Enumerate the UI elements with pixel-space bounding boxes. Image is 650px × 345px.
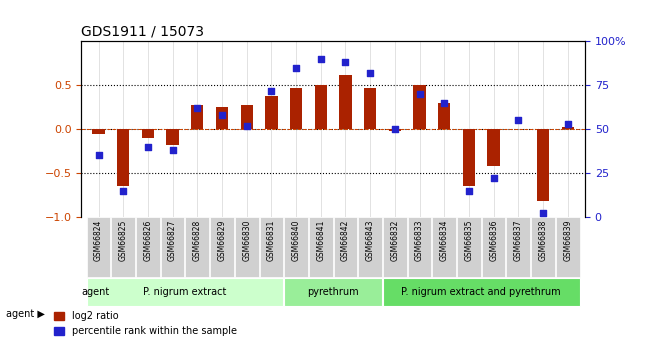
- FancyBboxPatch shape: [86, 278, 283, 306]
- FancyBboxPatch shape: [136, 217, 160, 277]
- Text: GSM66826: GSM66826: [144, 220, 152, 261]
- Point: [316, 56, 326, 62]
- Point: [217, 112, 228, 118]
- Text: GSM66837: GSM66837: [514, 220, 523, 261]
- Bar: [413, 85, 426, 129]
- Text: GSM66834: GSM66834: [440, 220, 448, 261]
- Text: GSM66833: GSM66833: [415, 220, 424, 261]
- Point: [389, 126, 400, 132]
- Bar: [463, 129, 475, 186]
- Text: P. nigrum extract: P. nigrum extract: [143, 287, 227, 297]
- Bar: [537, 129, 549, 201]
- Bar: [240, 105, 253, 129]
- FancyBboxPatch shape: [482, 217, 506, 277]
- Point: [463, 188, 474, 193]
- Bar: [191, 105, 203, 129]
- Point: [192, 105, 203, 111]
- FancyBboxPatch shape: [383, 278, 580, 306]
- FancyBboxPatch shape: [383, 217, 407, 277]
- Text: GSM66829: GSM66829: [218, 220, 226, 261]
- Text: agent ▶: agent ▶: [6, 309, 46, 319]
- Bar: [142, 129, 154, 138]
- FancyBboxPatch shape: [531, 217, 555, 277]
- Point: [242, 123, 252, 128]
- Text: GSM66836: GSM66836: [489, 220, 498, 261]
- FancyBboxPatch shape: [284, 217, 308, 277]
- Bar: [216, 107, 228, 129]
- Point: [143, 144, 153, 149]
- Text: GSM66832: GSM66832: [391, 220, 399, 261]
- Text: GSM66839: GSM66839: [563, 220, 572, 261]
- Bar: [166, 129, 179, 145]
- FancyBboxPatch shape: [210, 217, 234, 277]
- Bar: [364, 88, 376, 129]
- Point: [266, 88, 277, 93]
- Text: GSM66824: GSM66824: [94, 220, 103, 261]
- FancyBboxPatch shape: [333, 217, 358, 277]
- Point: [439, 100, 449, 106]
- Point: [340, 60, 350, 65]
- FancyBboxPatch shape: [86, 217, 110, 277]
- Text: GSM66838: GSM66838: [538, 220, 547, 261]
- Text: GSM66842: GSM66842: [341, 220, 350, 261]
- Bar: [92, 129, 105, 134]
- Text: GSM66841: GSM66841: [317, 220, 325, 261]
- Point: [488, 176, 499, 181]
- Text: GSM66828: GSM66828: [193, 220, 202, 261]
- Point: [94, 153, 104, 158]
- Text: GSM66835: GSM66835: [465, 220, 473, 261]
- Bar: [117, 129, 129, 186]
- Bar: [315, 85, 327, 129]
- FancyBboxPatch shape: [235, 217, 259, 277]
- FancyBboxPatch shape: [161, 217, 185, 277]
- Point: [118, 188, 129, 193]
- Point: [291, 65, 302, 70]
- Text: GSM66825: GSM66825: [119, 220, 128, 261]
- Point: [414, 91, 424, 97]
- Text: GSM66831: GSM66831: [267, 220, 276, 261]
- FancyBboxPatch shape: [309, 217, 333, 277]
- Point: [562, 121, 573, 127]
- FancyBboxPatch shape: [284, 278, 382, 306]
- Text: agent: agent: [82, 287, 110, 297]
- Bar: [562, 127, 574, 129]
- FancyBboxPatch shape: [457, 217, 481, 277]
- Legend: log2 ratio, percentile rank within the sample: log2 ratio, percentile rank within the s…: [50, 307, 240, 340]
- Text: P. nigrum extract and pyrethrum: P. nigrum extract and pyrethrum: [402, 287, 561, 297]
- Bar: [265, 96, 278, 129]
- Bar: [290, 88, 302, 129]
- FancyBboxPatch shape: [259, 217, 283, 277]
- FancyBboxPatch shape: [556, 217, 580, 277]
- FancyBboxPatch shape: [408, 217, 432, 277]
- Bar: [488, 129, 500, 166]
- Text: GDS1911 / 15073: GDS1911 / 15073: [81, 25, 204, 39]
- Point: [168, 147, 178, 153]
- FancyBboxPatch shape: [506, 217, 530, 277]
- Bar: [339, 75, 352, 129]
- Text: GSM66830: GSM66830: [242, 220, 251, 261]
- Text: GSM66827: GSM66827: [168, 220, 177, 261]
- Text: pyrethrum: pyrethrum: [307, 287, 359, 297]
- Point: [513, 118, 523, 123]
- Bar: [389, 129, 401, 131]
- Text: GSM66840: GSM66840: [292, 220, 300, 261]
- Text: GSM66843: GSM66843: [366, 220, 374, 261]
- FancyBboxPatch shape: [358, 217, 382, 277]
- FancyBboxPatch shape: [185, 217, 209, 277]
- FancyBboxPatch shape: [432, 217, 456, 277]
- Point: [365, 70, 375, 76]
- Bar: [438, 103, 450, 129]
- Point: [538, 210, 548, 216]
- FancyBboxPatch shape: [111, 217, 135, 277]
